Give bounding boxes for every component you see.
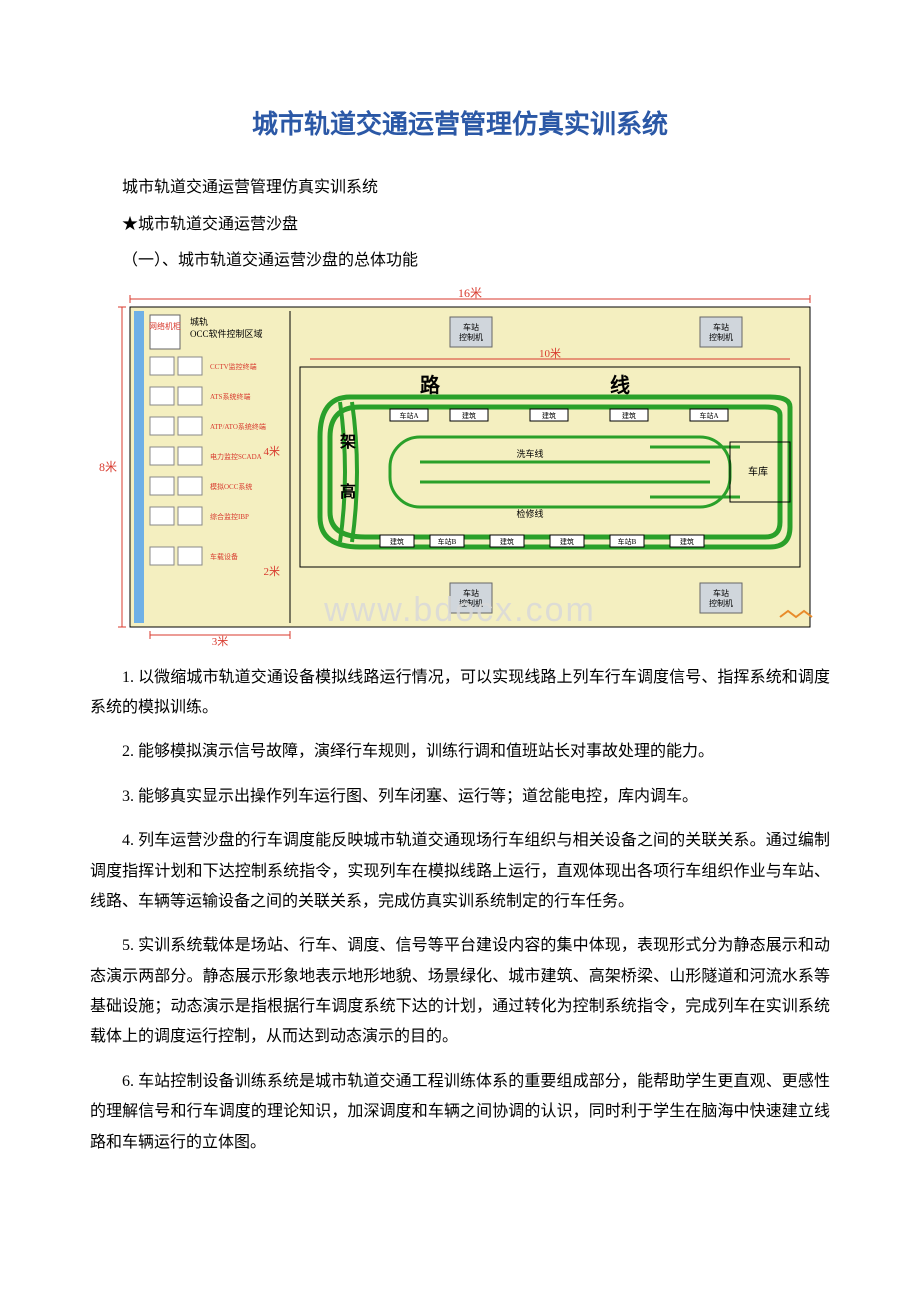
depot-label: 车库 [748, 465, 768, 478]
ws-label-3: 电力监控SCADA [210, 452, 262, 461]
ws-label-1: ATS系统终端 [210, 392, 250, 401]
paragraph-3: 3. 能够真实显示出操作列车运行图、列车闭塞、运行等；道岔能电控，库内调车。 [90, 782, 830, 812]
label-xian: 线 [610, 373, 630, 397]
label-jia: 架 [339, 432, 356, 451]
dim-3m: 3米 [212, 635, 229, 647]
cabinet-label: 网络机柜 [149, 321, 181, 331]
svg-text:建筑: 建筑 [622, 411, 636, 420]
svg-text:车站A: 车站A [699, 411, 718, 420]
ws-label-4: 模拟OCC系统 [210, 482, 252, 491]
svg-text:车站B: 车站B [438, 537, 457, 546]
label-gao: 高 [340, 482, 356, 501]
svg-text:车站B: 车站B [618, 537, 637, 546]
svg-text:车站: 车站 [713, 322, 729, 332]
page-title: 城市轨道交通运营管理仿真实训系统 [90, 100, 830, 149]
svg-text:建筑: 建筑 [680, 537, 694, 546]
svg-text:车站: 车站 [463, 322, 479, 332]
dim-10m: 10米 [539, 347, 561, 360]
svg-text:建筑: 建筑 [462, 411, 476, 420]
ws-label-6: 车载设备 [210, 552, 238, 561]
occ-label-1: 城轨 [190, 316, 208, 327]
svg-text:建筑: 建筑 [500, 537, 514, 546]
svg-text:控制机: 控制机 [709, 598, 733, 608]
dim-4m: 4米 [264, 445, 281, 458]
dim-top: 16米 [458, 287, 482, 300]
svg-text:建筑: 建筑 [390, 537, 404, 546]
inspect-label: 检修线 [516, 508, 543, 519]
wash-label: 洗车线 [516, 448, 543, 459]
paragraph-5: 5. 实训系统载体是场站、行车、调度、信号等平台建设内容的集中体现，表现形式分为… [90, 931, 830, 1053]
section-one-heading: （一）、城市轨道交通运营沙盘的总体功能 [90, 246, 830, 276]
ws-label-5: 综合监控IBP [210, 512, 249, 521]
paragraph-1: 1. 以微缩城市轨道交通设备模拟线路运行情况，可以实现线路上列车行车调度信号、指… [90, 663, 830, 724]
left-blue-strip [134, 311, 144, 623]
paragraph-4: 4. 列车运营沙盘的行车调度能反映城市轨道交通现场行车组织与相关设备之间的关联关… [90, 826, 830, 917]
paragraph-2: 2. 能够模拟演示信号故障，演绎行车规则，训练行调和值班站长对事故处理的能力。 [90, 737, 830, 767]
svg-text:建筑: 建筑 [542, 411, 556, 420]
sandtable-diagram: 16米 8米 网络机柜 城轨 OCC软件控制区域 CCTV监控终端 ATS系统终… [90, 287, 830, 647]
ctrl-bot-b: 车站 控制机 [700, 583, 742, 613]
diagram-svg: 16米 8米 网络机柜 城轨 OCC软件控制区域 CCTV监控终端 ATS系统终… [90, 287, 830, 647]
star-heading: ★城市轨道交通运营沙盘 [90, 210, 830, 240]
svg-text:建筑: 建筑 [560, 537, 574, 546]
ws-label-2: ATP/ATO系统终端 [210, 422, 266, 431]
label-lu: 路 [420, 373, 441, 397]
ws-label-0: CCTV监控终端 [210, 362, 257, 371]
watermark: www.bdocx.com [323, 591, 596, 629]
svg-text:控制机: 控制机 [459, 332, 483, 342]
ctrl-top-a: 车站 控制机 [450, 317, 492, 347]
ctrl-top-b: 车站 控制机 [700, 317, 742, 347]
occ-label-2: OCC软件控制区域 [190, 328, 263, 339]
diagram-bg [130, 307, 810, 627]
svg-text:控制机: 控制机 [709, 332, 733, 342]
paragraph-6: 6. 车站控制设备训练系统是城市轨道交通工程训练体系的重要组成部分，能帮助学生更… [90, 1067, 830, 1158]
dim-2m: 2米 [264, 565, 281, 578]
dim-left: 8米 [99, 460, 117, 474]
network-cabinet [150, 315, 180, 349]
subtitle: 城市轨道交通运营管理仿真实训系统 [90, 173, 830, 203]
svg-text:车站A: 车站A [399, 411, 418, 420]
svg-text:车站: 车站 [713, 588, 729, 598]
